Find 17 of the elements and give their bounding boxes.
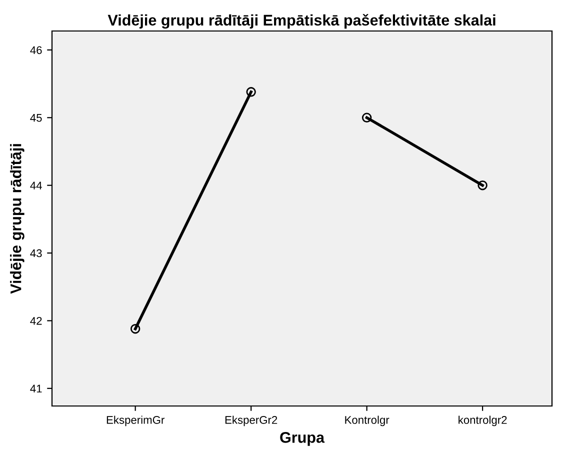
y-tick-label: 44	[30, 182, 42, 190]
point	[246, 87, 256, 97]
x-tick-label: kontrolgr2	[458, 416, 507, 426]
point	[130, 324, 140, 334]
x-tick-label: Kontrolgr	[345, 416, 390, 426]
y-tick-label: 41	[30, 384, 42, 392]
y-tick-label: 43	[30, 249, 42, 258]
y-axis-title: Vidējie grupu rādītāji	[10, 144, 24, 294]
chart-title: Vidējie grupu rādītāji Empātiskā pašefektivitāte skalai	[108, 14, 496, 29]
y-tick-label: 45	[30, 114, 42, 122]
point	[362, 112, 372, 123]
x-tick-label: EksperGr2	[225, 416, 278, 426]
y-tick-label: 42	[30, 316, 42, 325]
x-tick-label: EksperimGr	[106, 416, 164, 426]
x-axis-title: Grupa	[280, 432, 325, 446]
y-tick-label: 46	[30, 46, 42, 54]
point	[478, 180, 488, 190]
